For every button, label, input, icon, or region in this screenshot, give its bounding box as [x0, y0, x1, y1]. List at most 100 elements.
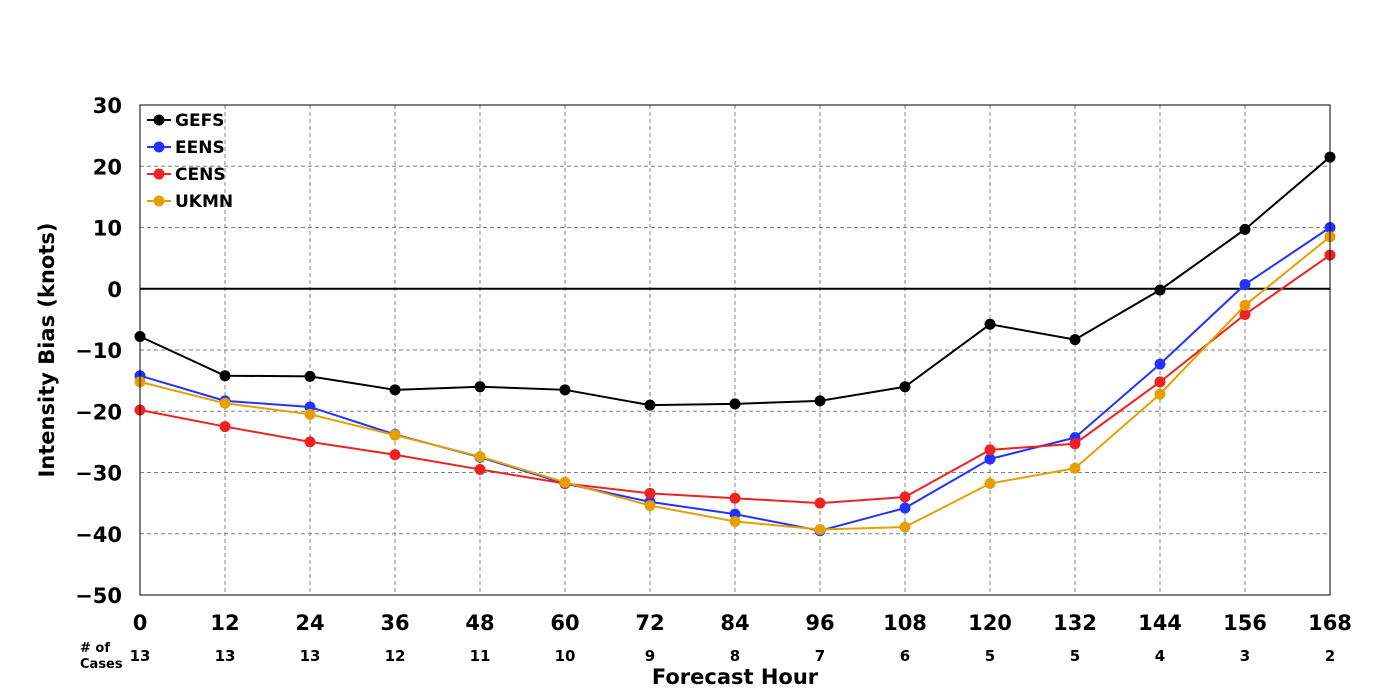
- data-point: [1154, 284, 1166, 296]
- data-point: [559, 476, 571, 488]
- data-point: [814, 395, 826, 407]
- y-tick-labels: 30 20 10 0 −10 −20 −30 −40 −50: [75, 94, 122, 608]
- data-point: [984, 318, 996, 330]
- data-point: [814, 523, 826, 535]
- y-tick-label: 10: [93, 217, 122, 241]
- x-tick-label: 120: [968, 611, 1012, 635]
- case-count: 5: [985, 647, 995, 665]
- data-point: [644, 487, 656, 499]
- case-count: 13: [300, 647, 321, 665]
- x-tick-label: 144: [1138, 611, 1182, 635]
- x-tick-label: 60: [550, 611, 579, 635]
- cases-label-line: # of: [80, 641, 110, 656]
- cases-label: # of Cases: [80, 641, 123, 672]
- legend-label: EENS: [175, 138, 225, 158]
- cases-row: 13 13 13 12 11 10 9 8 7 6 5 5 4 3 2: [130, 647, 1336, 665]
- x-tick-label: 96: [805, 611, 834, 635]
- case-count: 11: [470, 647, 491, 665]
- case-count: 12: [385, 647, 406, 665]
- x-tick-label: 108: [883, 611, 927, 635]
- data-point: [984, 478, 996, 490]
- legend-swatch-marker: [153, 195, 165, 207]
- x-tick-labels: 0 12 24 36 48 60 72 84 96 108 120 132 144 156 168: [133, 611, 1352, 635]
- y-tick-label: −20: [75, 400, 122, 424]
- x-axis-title: Forecast Hour: [652, 665, 819, 689]
- legend-swatch-marker: [153, 168, 165, 180]
- data-point: [219, 421, 231, 433]
- y-tick-label: 20: [93, 155, 122, 179]
- x-tick-label: 132: [1053, 611, 1097, 635]
- data-point: [1239, 308, 1251, 320]
- data-point: [389, 429, 401, 441]
- plot-frame: [139, 104, 1331, 596]
- data-point: [304, 408, 316, 420]
- case-count: 9: [645, 647, 655, 665]
- data-point: [1239, 299, 1251, 311]
- legend-item-gefs: GEFS: [147, 111, 224, 131]
- data-point: [984, 453, 996, 465]
- y-tick-label: 0: [107, 278, 122, 302]
- legend-item-ukmn: UKMN: [147, 192, 233, 212]
- legend-label: UKMN: [175, 192, 233, 212]
- data-point: [899, 381, 911, 393]
- case-count: 3: [1240, 647, 1250, 665]
- case-count: 10: [555, 647, 576, 665]
- data-point: [1154, 358, 1166, 370]
- case-count: 2: [1325, 647, 1335, 665]
- y-tick-label: −40: [75, 523, 122, 547]
- x-tick-label: 156: [1223, 611, 1267, 635]
- data-point: [1239, 278, 1251, 290]
- data-point: [1069, 438, 1081, 450]
- x-tick-label: 36: [380, 611, 409, 635]
- x-tick-label: 72: [635, 611, 664, 635]
- data-point: [729, 398, 741, 410]
- series-gefs: [134, 151, 1336, 411]
- legend: GEFS EENS CENS UKMN: [147, 111, 233, 212]
- data-point: [219, 370, 231, 382]
- case-count: 8: [730, 647, 740, 665]
- data-point: [729, 516, 741, 527]
- case-count: 5: [1070, 647, 1080, 665]
- legend-swatch-marker: [153, 114, 165, 126]
- legend-label: CENS: [175, 165, 226, 185]
- legend-swatch-marker: [153, 141, 165, 153]
- case-count: 4: [1155, 647, 1165, 665]
- data-point: [899, 521, 911, 533]
- case-count: 13: [130, 647, 151, 665]
- y-tick-label: −30: [75, 462, 122, 486]
- data-point: [1154, 388, 1166, 400]
- data-point: [899, 502, 911, 514]
- data-point: [389, 449, 401, 461]
- case-count: 7: [815, 647, 825, 665]
- data-point: [304, 436, 316, 448]
- case-count: 13: [215, 647, 236, 665]
- data-point: [304, 370, 316, 382]
- data-point: [1154, 376, 1166, 388]
- data-point: [899, 491, 911, 503]
- data-point: [729, 492, 741, 504]
- y-tick-label: 30: [93, 94, 122, 118]
- legend-item-cens: CENS: [147, 165, 226, 185]
- data-point: [219, 397, 231, 409]
- data-point: [984, 444, 996, 456]
- x-tick-label: 12: [210, 611, 239, 635]
- x-tick-label: 48: [465, 611, 494, 635]
- legend-item-eens: EENS: [147, 138, 225, 158]
- x-tick-label: 84: [720, 611, 749, 635]
- y-tick-label: −50: [75, 584, 122, 608]
- cases-label-line: Cases: [80, 657, 123, 672]
- data-point: [474, 451, 486, 463]
- data-point: [1069, 462, 1081, 474]
- data-point: [559, 384, 571, 396]
- x-tick-label: 168: [1308, 611, 1352, 635]
- data-point: [814, 497, 826, 509]
- y-tick-label: −10: [75, 339, 122, 363]
- data-point: [1069, 334, 1081, 346]
- x-tick-label: 24: [295, 611, 324, 635]
- data-point: [474, 463, 486, 475]
- data-point: [644, 399, 656, 411]
- data-point: [474, 381, 486, 393]
- case-count: 6: [900, 647, 910, 665]
- legend-label: GEFS: [175, 111, 224, 131]
